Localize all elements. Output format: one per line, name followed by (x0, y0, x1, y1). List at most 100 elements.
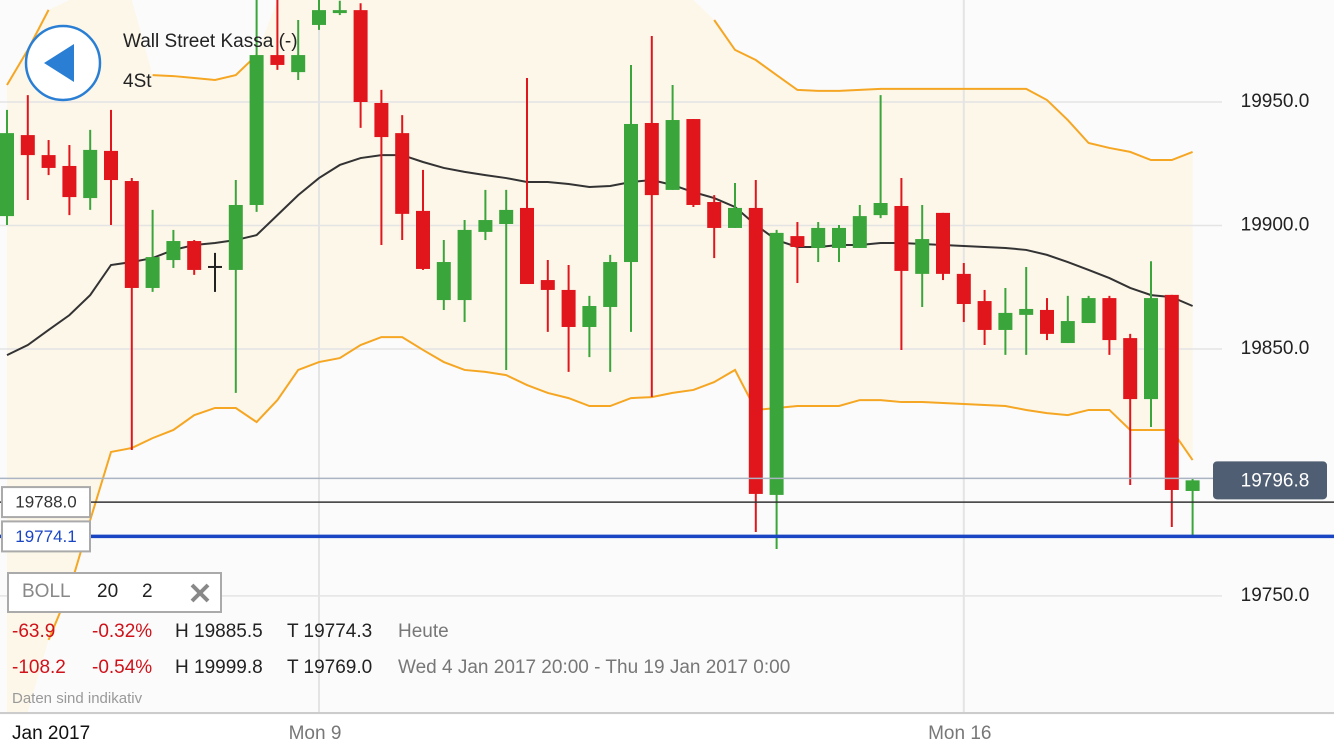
candle-body (873, 203, 888, 216)
candle-body (915, 239, 930, 274)
candle-body (1144, 298, 1158, 400)
x-axis-background (0, 715, 1334, 750)
candle-body (1123, 338, 1138, 400)
candle-body (145, 257, 160, 288)
candle-body (603, 262, 618, 307)
instrument-title: Wall Street Kassa (-) (123, 31, 298, 52)
y-tick-label: 19850.0 (1241, 338, 1310, 359)
candle-body (686, 119, 701, 205)
indicator-deviations: 2 (142, 581, 153, 602)
candle-body (520, 207, 534, 285)
change: -108.2 (12, 657, 66, 678)
candle-body (956, 273, 971, 305)
change-percent: -0.54% (92, 657, 152, 678)
indicator-box[interactable] (7, 572, 222, 613)
x-tick-label: Jan 2017 (12, 723, 90, 744)
candle-body (561, 289, 576, 327)
candle-body (124, 181, 139, 288)
candle-body (1185, 480, 1200, 491)
last-price-tag (1213, 461, 1327, 500)
candle-body (353, 10, 368, 102)
remove-icon[interactable] (190, 583, 210, 603)
bollinger-lower (47, 336, 1194, 641)
level-label: 19788.0 (15, 493, 76, 512)
level-tag (1, 486, 91, 519)
band-fill (7, 0, 1193, 712)
candle-body (312, 10, 326, 25)
candle-body (748, 207, 763, 494)
level-tag (1, 520, 91, 553)
candle-body (707, 202, 722, 228)
candle-body (104, 150, 118, 181)
footnote: Daten sind indikativ (12, 690, 143, 707)
levels: 19796.8 19788.0 19774.1 (0, 461, 1334, 553)
plot-area (0, 0, 1222, 712)
low: T 19774.3 (287, 621, 372, 642)
candle-body (769, 232, 784, 495)
candle-body (332, 10, 347, 14)
candle-body (20, 135, 35, 156)
back-button[interactable] (24, 24, 102, 102)
x-tick-label: Mon 16 (928, 723, 991, 744)
indicator-period: 20 (97, 581, 118, 602)
candle-body (187, 241, 202, 270)
candle-body (665, 120, 680, 190)
candle-body (1081, 298, 1096, 324)
candle-body (41, 155, 56, 168)
candle-body (582, 305, 597, 327)
y-tick-label: 19750.0 (1241, 585, 1310, 606)
candle-body (249, 55, 264, 205)
high: H 19885.5 (175, 621, 263, 642)
candle-body (852, 216, 867, 248)
candle-body (270, 55, 285, 65)
remove-indicator[interactable] (190, 583, 210, 603)
high: H 19999.8 (175, 657, 263, 678)
candle-body (624, 123, 638, 263)
overlay: Wall Street Kassa (-) 4St BOLL 20 2 -63.… (7, 24, 790, 707)
candle-body (644, 122, 659, 196)
candle-body (998, 312, 1013, 330)
candle-body (1019, 308, 1034, 315)
candle-body (374, 102, 389, 138)
candle-body (977, 301, 992, 330)
axes: 19750.0 19850.0 19900.0 19950.0 Jan 2017 Mon … (0, 91, 1334, 750)
indicator-label: BOLL (22, 581, 71, 602)
interval: 4St (123, 71, 152, 92)
change-percent: -0.32% (92, 621, 152, 642)
candle-body (228, 204, 243, 270)
candle-body (1060, 321, 1075, 344)
candle-body (499, 209, 514, 224)
level-label: 19774.1 (15, 527, 76, 546)
candle-body (0, 133, 14, 217)
last-price-label: 19796.8 (1241, 470, 1310, 491)
candle-body (457, 229, 472, 301)
candle-body (416, 210, 430, 269)
bollinger-upper (713, 19, 1193, 162)
y-tick-label: 19950.0 (1241, 91, 1310, 112)
candle-body (1040, 309, 1054, 334)
candle-body (1164, 294, 1179, 490)
candle-body (936, 212, 950, 274)
candle-body (790, 236, 805, 247)
bollinger-middle (6, 154, 1193, 357)
candle-body (478, 220, 493, 232)
candle-body (811, 227, 826, 248)
y-tick-label: 19900.0 (1241, 214, 1310, 235)
back-arrow[interactable] (44, 44, 74, 82)
candle-body (894, 205, 909, 271)
x-tick-label: Mon 9 (289, 723, 342, 744)
candle-body (728, 207, 742, 228)
change: -63.9 (12, 621, 55, 642)
candle-body (166, 241, 181, 261)
candle-body (540, 280, 555, 290)
candle-body (832, 227, 846, 248)
candle-body (395, 133, 410, 214)
low: T 19769.0 (287, 657, 372, 678)
candle-body (62, 165, 77, 198)
candle-body (83, 149, 98, 199)
candle-body (436, 262, 451, 301)
bollinger-upper (152, 54, 258, 82)
period: Heute (398, 621, 449, 642)
